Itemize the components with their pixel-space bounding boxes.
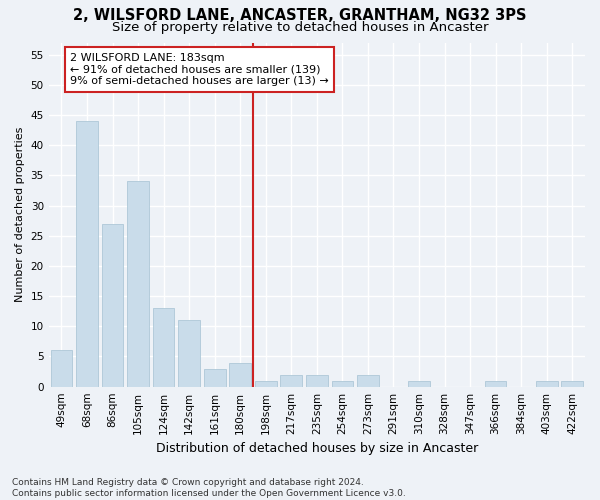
X-axis label: Distribution of detached houses by size in Ancaster: Distribution of detached houses by size … [156,442,478,455]
Bar [485,380,506,386]
Text: 2 WILSFORD LANE: 183sqm
← 91% of detached houses are smaller (139)
9% of semi-de: 2 WILSFORD LANE: 183sqm ← 91% of detache… [70,53,329,86]
Bar [408,380,430,386]
Bar [101,224,124,386]
Bar [153,308,175,386]
Text: Size of property relative to detached houses in Ancaster: Size of property relative to detached ho… [112,21,488,34]
Bar [204,368,226,386]
Y-axis label: Number of detached properties: Number of detached properties [15,127,25,302]
Bar [50,350,72,386]
Bar [229,362,251,386]
Bar [280,374,302,386]
Bar [127,182,149,386]
Bar [306,374,328,386]
Bar [76,121,98,386]
Bar [357,374,379,386]
Bar [562,380,583,386]
Bar [332,380,353,386]
Bar [255,380,277,386]
Bar [536,380,557,386]
Text: 2, WILSFORD LANE, ANCASTER, GRANTHAM, NG32 3PS: 2, WILSFORD LANE, ANCASTER, GRANTHAM, NG… [73,8,527,22]
Bar [178,320,200,386]
Text: Contains HM Land Registry data © Crown copyright and database right 2024.
Contai: Contains HM Land Registry data © Crown c… [12,478,406,498]
